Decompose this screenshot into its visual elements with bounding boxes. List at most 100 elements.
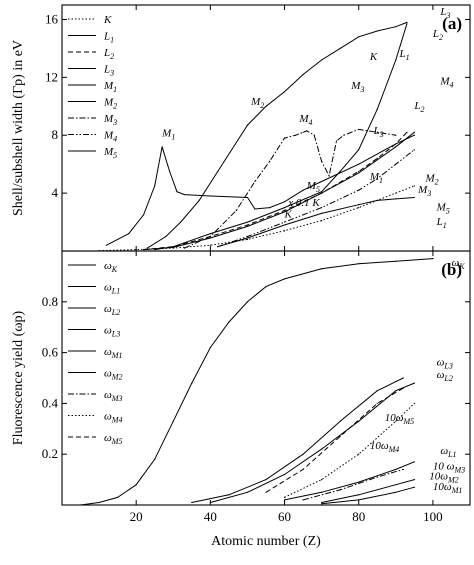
data-point-ωM5 xyxy=(402,387,404,389)
data-point-M4 xyxy=(376,178,378,180)
data-point-ωL3 xyxy=(265,479,267,481)
data-point-M1 xyxy=(165,235,167,238)
legend-label: ωL1 xyxy=(104,282,120,296)
data-point-ωL3 xyxy=(191,501,193,504)
annotation-label: L1 xyxy=(436,216,447,230)
data-point-L1 xyxy=(154,185,156,187)
data-point-K xyxy=(135,248,137,251)
annotation-label: 10ωM5 xyxy=(385,412,414,426)
y-tick-label: 0.8 xyxy=(42,294,58,309)
series-line-ωM3 xyxy=(302,468,404,501)
data-point-ωM3 xyxy=(339,489,341,491)
data-point-ωL1 xyxy=(283,499,286,501)
annotation-label: M2 xyxy=(424,173,438,187)
data-point-M4 xyxy=(246,235,249,238)
data-point-M5 xyxy=(376,199,378,201)
series-line-ωM1 xyxy=(321,486,415,505)
data-point-M4 xyxy=(395,163,397,165)
data-point-ωM1 xyxy=(358,499,360,501)
data-point-ωM2 xyxy=(413,479,415,481)
data-point-M1 xyxy=(339,47,341,50)
series-group-b xyxy=(79,258,434,505)
data-point-M3 xyxy=(235,209,237,212)
legend-label: ωM2 xyxy=(104,368,122,382)
x-axis-label: Atomic number (Z) xyxy=(211,534,321,549)
data-point-ωK xyxy=(98,501,100,504)
legend-label: ωM5 xyxy=(104,432,122,446)
data-point-M1 xyxy=(217,170,219,173)
data-point-L3 xyxy=(321,192,323,194)
data-point-M3 xyxy=(321,160,323,162)
data-point-ωL3 xyxy=(339,420,341,422)
data-point-L3 xyxy=(143,248,145,251)
series-line-ωL1 xyxy=(284,461,415,501)
panel-letter-b: (b) xyxy=(441,260,462,279)
data-point-L2 xyxy=(406,131,408,133)
data-point-ωL1 xyxy=(321,491,323,493)
data-point-ωM3 xyxy=(302,499,304,501)
annotation-label: M1 xyxy=(369,171,383,185)
series-line-ωM4 xyxy=(284,403,415,498)
data-point-M3 xyxy=(328,175,330,177)
annotation-label: M5 xyxy=(436,201,450,215)
data-point-K xyxy=(246,238,249,241)
series-line-ωM2 xyxy=(321,479,415,503)
data-point-ωM4 xyxy=(283,496,286,498)
x-tick-label: 40 xyxy=(204,509,217,524)
data-point-M5 xyxy=(395,198,397,200)
data-point-K xyxy=(209,244,211,246)
series-line-M4 xyxy=(217,149,415,248)
data-point-L1 xyxy=(254,208,256,210)
legend-label: ωM4 xyxy=(104,411,122,425)
data-point-M5 xyxy=(321,212,323,214)
data-point-M2 xyxy=(395,59,397,61)
data-point-L1 xyxy=(283,201,286,203)
data-point-ωM2 xyxy=(395,484,397,486)
x-tick-label: 20 xyxy=(130,509,143,524)
data-point-ωM2 xyxy=(358,494,360,496)
data-point-L3 xyxy=(413,131,415,133)
data-point-M3 xyxy=(313,134,315,136)
series-group-a xyxy=(98,21,415,251)
data-point-M2 xyxy=(376,108,378,110)
x-tick-label: 60 xyxy=(278,509,291,524)
legend-label: M3 xyxy=(103,113,117,127)
annotation-label: M5 xyxy=(306,180,320,194)
data-point-L2 xyxy=(376,157,378,159)
series-line-M3 xyxy=(184,128,396,249)
y-tick-label: 0.4 xyxy=(42,395,59,410)
x-tick-label: 80 xyxy=(352,509,365,524)
data-point-M1 xyxy=(265,105,267,107)
data-point-ωK xyxy=(358,263,360,265)
legend-label: M4 xyxy=(103,130,117,144)
legend-label: M5 xyxy=(103,146,117,160)
y-tick-label: 0.6 xyxy=(42,345,59,360)
data-point-M1 xyxy=(358,36,360,38)
data-point-M2 xyxy=(283,206,286,209)
data-point-K xyxy=(358,206,360,209)
data-point-ωL3 xyxy=(402,377,404,379)
data-point-ωM1 xyxy=(395,491,397,493)
legend-label: ωM3 xyxy=(104,389,122,403)
data-point-ωM4 xyxy=(321,479,323,481)
data-point-M1 xyxy=(395,26,397,28)
data-point-M3 xyxy=(376,131,378,133)
y-axis-label-b: Fluorescence yield (ωp) xyxy=(11,310,26,445)
data-point-M4 xyxy=(321,206,323,209)
annotation-label: 10ωM2 xyxy=(429,471,458,485)
data-point-ωL2 xyxy=(246,491,249,493)
data-point-ωL3 xyxy=(228,494,230,496)
data-point-M2 xyxy=(406,23,408,25)
legend-label: M1 xyxy=(103,80,117,94)
data-point-M4 xyxy=(283,221,286,223)
data-point-ωK xyxy=(154,458,156,460)
legend-label: ωK xyxy=(104,260,118,274)
data-point-ωL2 xyxy=(283,473,286,476)
data-point-ωL2 xyxy=(413,382,415,384)
data-point-L2 xyxy=(246,224,249,226)
panel-a: 4 8 12 16 Shell/subshell width (Γp) in eV (a)… xyxy=(11,4,471,252)
data-point-M3 xyxy=(306,130,308,132)
annotation-label: M2 xyxy=(250,96,264,110)
legend-label: ωL3 xyxy=(104,325,120,339)
data-point-ωK xyxy=(432,258,434,260)
